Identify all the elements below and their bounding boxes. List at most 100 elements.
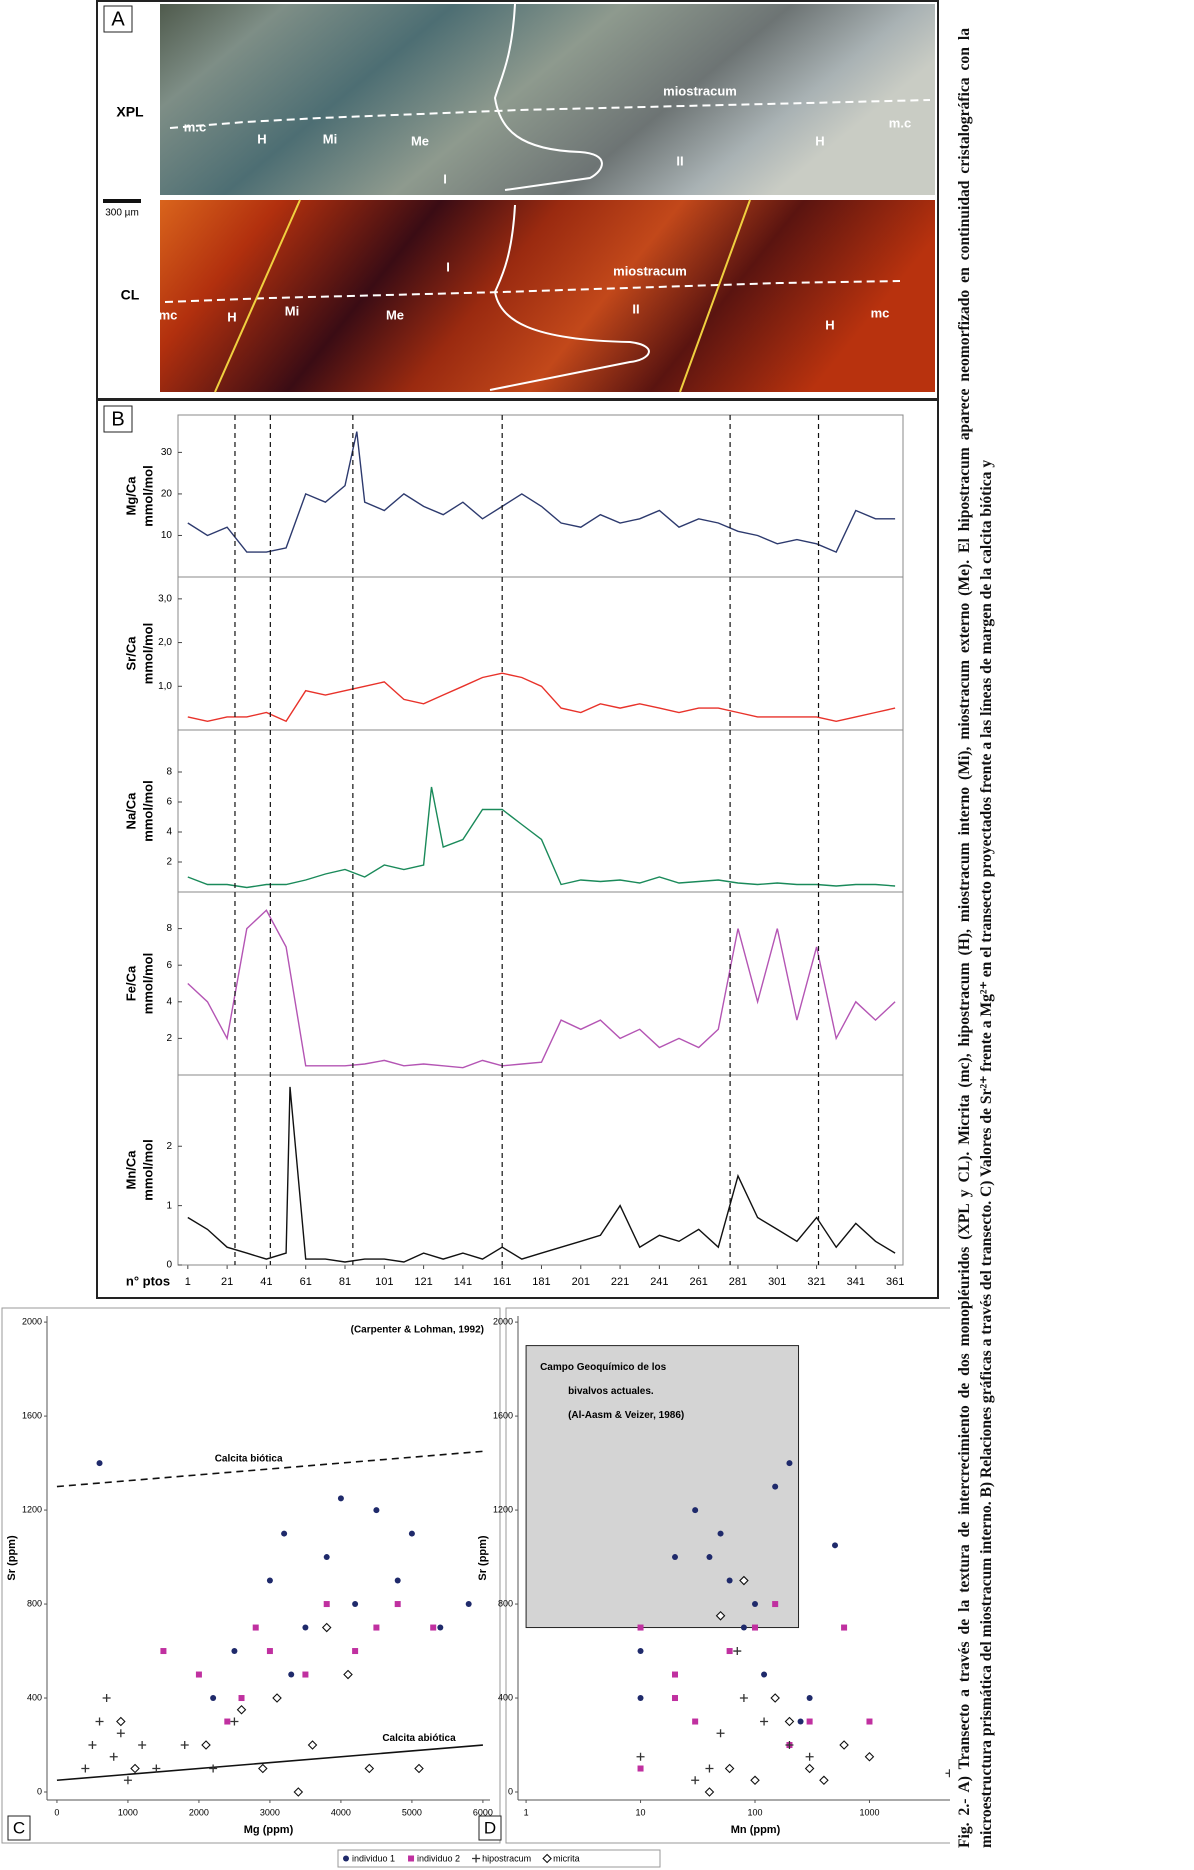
point (716, 1729, 725, 1738)
point (704, 1787, 715, 1797)
y-tick-label: 2000 (493, 1316, 513, 1326)
y-tick-label: 2 (166, 1033, 172, 1044)
point (293, 1787, 304, 1797)
point (752, 1624, 759, 1631)
point (364, 1763, 375, 1774)
y-tick-label: 20 (161, 489, 173, 500)
point (637, 1765, 644, 1772)
point (123, 1776, 132, 1785)
point (102, 1694, 111, 1703)
field-label: Campo Geoquímico de los (540, 1362, 667, 1373)
boundary (679, 199, 751, 393)
point (95, 1717, 104, 1726)
x-tick-label: 5000 (402, 1807, 422, 1817)
y-tick-label: 4 (166, 827, 172, 838)
point (281, 1530, 288, 1537)
point (321, 1622, 332, 1633)
y-tick-label: 0 (166, 1260, 172, 1271)
image-label: m.c (889, 115, 911, 130)
point (394, 1577, 401, 1584)
legend-box (337, 1849, 661, 1868)
point (230, 1717, 239, 1726)
point (806, 1695, 813, 1702)
point (352, 1648, 359, 1655)
point (307, 1740, 318, 1750)
y-tick-label: 3,0 (158, 593, 172, 604)
image-label: m.c (184, 119, 206, 134)
point (210, 1695, 217, 1702)
y-tick-label: 1,0 (158, 681, 172, 692)
x-tick-label: 121 (414, 1276, 432, 1288)
boundary (493, 3, 603, 191)
point (832, 1542, 839, 1549)
panel-letter-box (103, 5, 133, 33)
x-tick-label: 241 (650, 1276, 668, 1288)
reference-field (525, 1345, 800, 1629)
x-tick-label: 181 (532, 1276, 550, 1288)
x-tick-label: 1 (185, 1276, 191, 1288)
x-tick-label: 341 (847, 1276, 865, 1288)
x-tick-label: 161 (493, 1276, 511, 1288)
data-line (187, 786, 896, 889)
image-label: II (632, 301, 639, 316)
point (394, 1601, 401, 1608)
point (236, 1705, 247, 1715)
point (691, 1776, 700, 1785)
panel-letter-box (7, 1815, 31, 1841)
reference-line (56, 1744, 483, 1782)
transect (169, 99, 931, 129)
point (195, 1671, 202, 1678)
point (302, 1624, 309, 1631)
image-label: mc (871, 305, 890, 320)
point (637, 1695, 644, 1702)
panel-letter: C (13, 1818, 25, 1837)
point (752, 1601, 759, 1608)
panel-letter: A (111, 8, 125, 30)
point (288, 1671, 295, 1678)
x-tick-label: 81 (339, 1276, 351, 1288)
plot-frame (177, 1074, 904, 1266)
y-tick-label: 8 (166, 767, 172, 778)
image-label: mc (159, 307, 178, 322)
y-tick-label: 4 (166, 996, 172, 1007)
scale-bar-label: 300 µm (105, 208, 139, 219)
reference-label: Calcita abiótica (382, 1733, 456, 1744)
y-tick-label: 0 (508, 1786, 513, 1796)
y-axis-label: mmol/mol (140, 465, 155, 526)
x-tick-label: 21 (221, 1276, 233, 1288)
point (408, 1855, 415, 1862)
boundary (489, 204, 650, 391)
y-tick-label: 2 (166, 857, 172, 868)
point (323, 1601, 330, 1608)
point (238, 1695, 245, 1702)
point (804, 1763, 815, 1774)
citation: (Carpenter & Lohman, 1992) (351, 1325, 484, 1336)
image-label: I (443, 171, 447, 186)
x-axis-label: n° ptos (126, 1273, 170, 1288)
point (272, 1693, 282, 1703)
field-label: (Al-Aasm & Veizer, 1986) (568, 1410, 684, 1421)
point (414, 1763, 424, 1774)
point (352, 1601, 359, 1608)
point (786, 1460, 793, 1467)
image-label: Mi (323, 131, 337, 146)
point (252, 1624, 259, 1631)
panel-d-frame (505, 1307, 950, 1844)
y-tick-label: 0 (37, 1786, 42, 1796)
y-axis-label: mmol/mol (140, 1139, 155, 1200)
point (116, 1729, 125, 1738)
point (637, 1648, 644, 1655)
x-tick-label: 100 (747, 1807, 762, 1817)
y-tick-label: 800 (498, 1598, 513, 1608)
x-tick-label: 1 (524, 1807, 529, 1817)
point (692, 1507, 699, 1514)
point (343, 1855, 349, 1862)
point (724, 1763, 735, 1774)
plot-frame (177, 576, 904, 731)
point (785, 1741, 794, 1750)
y-axis-label: Sr/Ca (123, 636, 138, 671)
point (323, 1554, 330, 1561)
panel-c-frame (1, 1307, 501, 1844)
x-tick-label: 221 (611, 1276, 629, 1288)
